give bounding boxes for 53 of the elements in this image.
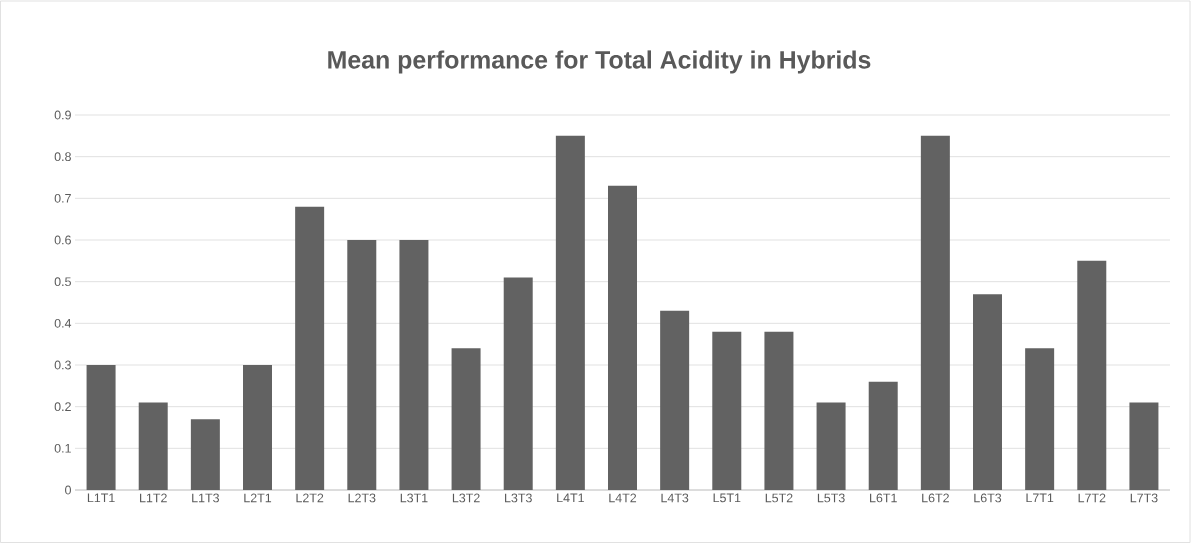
bar: [555, 135, 585, 490]
y-tick-label: 0.8: [54, 152, 71, 162]
x-tick-label: L5T2: [765, 493, 793, 503]
bar: [1077, 260, 1107, 490]
bar: [712, 331, 742, 490]
bar: [868, 381, 898, 490]
x-tick-label: L3T2: [452, 493, 480, 503]
x-tick-label: L7T1: [1026, 493, 1054, 503]
x-tick-label: L1T1: [87, 493, 115, 503]
x-tick-label: L7T2: [1078, 493, 1106, 503]
x-tick-label: L7T3: [1130, 493, 1158, 503]
bar: [138, 402, 168, 490]
bar: [1025, 348, 1055, 490]
y-tick-label: 0.6: [54, 235, 71, 245]
bar: [347, 240, 377, 490]
x-tick-label: L1T2: [140, 493, 167, 503]
y-tick-label: 0.3: [54, 360, 71, 370]
bar: [243, 365, 272, 490]
bar: [399, 240, 429, 490]
x-tick-label: L6T3: [974, 493, 1002, 503]
y-tick-label: 0.4: [54, 318, 72, 328]
bar: [295, 206, 325, 490]
x-tick-label: L5T1: [713, 493, 741, 503]
bar: [660, 310, 690, 490]
x-tick-label: L6T2: [922, 493, 949, 503]
bar: [451, 348, 481, 490]
chart-title: Mean performance for Total Acidity in Hybrids: [328, 50, 871, 74]
x-tick-label: L6T1: [870, 493, 897, 503]
y-tick-label: 0.5: [54, 277, 71, 287]
x-tick-label: L5T3: [817, 493, 845, 503]
bar: [86, 365, 116, 490]
x-tick-label: L4T1: [557, 493, 584, 503]
bar: [816, 402, 846, 490]
x-tick-label: L2T3: [348, 493, 376, 503]
bar: [503, 277, 533, 490]
y-tick-label: 0.1: [54, 443, 71, 453]
x-tick-label: L1T3: [192, 493, 219, 503]
y-tick-label: 0.9: [54, 110, 71, 120]
y-tick-label: 0: [65, 485, 71, 495]
x-tick-label: L3T1: [400, 493, 428, 503]
bar: [190, 419, 220, 490]
bar: [973, 294, 1002, 490]
x-tick-label: L4T3: [661, 493, 689, 503]
bar: [920, 135, 950, 490]
bar: [1129, 402, 1159, 490]
y-tick-label: 0.7: [54, 193, 71, 203]
x-tick-label: L4T2: [609, 493, 637, 503]
y-tick-label: 0.2: [54, 402, 71, 412]
bar: [608, 185, 637, 490]
x-tick-label: L2T1: [244, 493, 272, 503]
x-tick-label: L3T3: [505, 493, 532, 503]
x-tick-label: L2T2: [296, 493, 324, 503]
bar: [764, 331, 794, 490]
